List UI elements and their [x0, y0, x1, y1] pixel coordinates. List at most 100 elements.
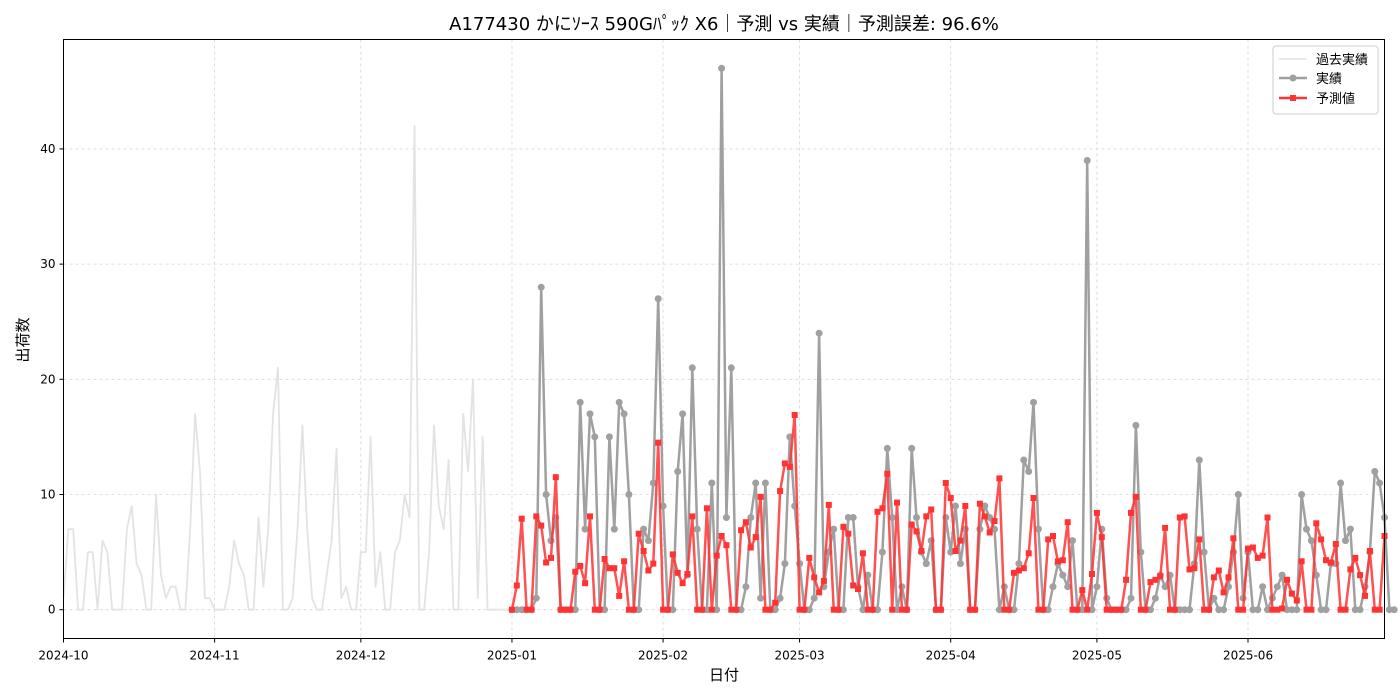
y-tick-label: 40 [40, 142, 55, 156]
actual-point [1259, 583, 1267, 591]
forecast-point [601, 556, 608, 562]
forecast-point [523, 606, 530, 613]
forecast-point [879, 505, 886, 512]
forecast-point [908, 521, 915, 528]
actual-point [1044, 606, 1052, 614]
forecast-point [616, 592, 623, 599]
actual-point [810, 594, 818, 602]
actual-point [1371, 468, 1379, 475]
x-tick-label: 2025-02 [638, 649, 688, 663]
actual-point [952, 502, 959, 510]
actual-point [874, 606, 881, 614]
forecast-point [518, 515, 525, 522]
actual-point [722, 514, 730, 521]
actual-point [1385, 606, 1393, 614]
forecast-point [708, 606, 715, 613]
actual-point [742, 583, 750, 591]
forecast-point [981, 513, 988, 520]
forecast-point [864, 606, 871, 613]
forecast-point [1093, 509, 1100, 516]
forecast-point [874, 508, 881, 515]
forecast-point [918, 548, 925, 554]
forecast-point [747, 544, 754, 551]
forecast-point [1162, 524, 1169, 531]
forecast-point [703, 505, 710, 512]
actual-point [610, 525, 618, 533]
forecast-point [1284, 576, 1290, 583]
forecast-point [577, 562, 584, 569]
forecast-point [952, 548, 959, 554]
actual-point [888, 514, 896, 521]
actual-point [1151, 594, 1159, 602]
x-tick-label: 2025-05 [1072, 649, 1122, 663]
actual-point [761, 479, 769, 487]
actual-point [703, 606, 711, 614]
axis-ticks: 2024-10 2024-11 2024-12 2025-01 2025-02 2025-… [38, 142, 1273, 663]
actual-point [1069, 537, 1076, 545]
forecast-point [1201, 606, 1208, 613]
x-tick-label: 2025-03 [774, 649, 824, 663]
forecast-point [621, 558, 628, 565]
forecast-point [1108, 606, 1115, 613]
actual-point [1254, 606, 1262, 614]
forecast-point [1147, 579, 1154, 586]
y-tick-label: 20 [40, 372, 55, 386]
actual-point [1249, 606, 1257, 614]
forecast-point [591, 606, 598, 613]
forecast-point [1303, 606, 1310, 613]
actual-point [1390, 606, 1398, 614]
actual-point [640, 525, 648, 533]
forecast-point [699, 606, 706, 613]
y-tick-label: 0 [48, 603, 56, 617]
actual-point [713, 606, 721, 614]
forecast-point [1332, 541, 1339, 547]
forecast-point [1376, 606, 1383, 613]
forecast-point [742, 519, 749, 526]
forecast-point [894, 499, 900, 506]
forecast-point [1308, 606, 1315, 613]
forecast-point [1269, 606, 1276, 613]
forecast-point [845, 530, 852, 537]
forecast-point [923, 513, 930, 520]
forecast-point [694, 606, 701, 613]
actual-point [1351, 606, 1359, 614]
actual-point [1034, 525, 1042, 533]
actual-point [693, 525, 701, 533]
forecast-point [1366, 548, 1373, 554]
y-axis-title: 出荷数 [14, 317, 32, 362]
forecast-point [957, 537, 964, 544]
actual-point [586, 410, 594, 418]
forecast-point [869, 606, 876, 613]
actual-point [1088, 606, 1096, 614]
actual-point [1078, 606, 1086, 614]
forecast-point [796, 606, 803, 613]
forecast-point [806, 554, 813, 561]
forecast-point [1137, 606, 1144, 613]
y-tick-label: 30 [40, 257, 55, 271]
forecast-point [976, 500, 983, 507]
legend-actual-marker [1289, 74, 1297, 82]
forecast-point [830, 606, 837, 613]
forecast-point [1040, 606, 1047, 613]
forecast-point [674, 569, 681, 576]
forecast-point [1196, 536, 1203, 543]
forecast-point [587, 513, 593, 520]
chart-title: A177430 かにｿｰｽ 590Gﾊﾟｯｸ X6｜予測 vs 実績｜予測誤差:… [449, 14, 999, 35]
actual-point [844, 514, 852, 521]
forecast-point [645, 567, 652, 574]
forecast-point [1084, 606, 1091, 613]
forecast-point [1167, 606, 1173, 613]
forecast-point [1342, 606, 1349, 613]
forecast-point [1254, 554, 1261, 561]
forecast-point [1240, 606, 1247, 613]
forecast-point [630, 606, 637, 613]
forecast-point [1015, 567, 1022, 574]
forecast-point [625, 606, 632, 613]
actual-point [859, 606, 867, 614]
forecast-point [757, 493, 764, 500]
forecast-point [1274, 606, 1281, 613]
actual-point [913, 514, 920, 521]
forecast-point [1103, 606, 1110, 613]
forecast-point [1288, 590, 1295, 597]
legend-forecast-label: 予測値 [1316, 91, 1355, 107]
